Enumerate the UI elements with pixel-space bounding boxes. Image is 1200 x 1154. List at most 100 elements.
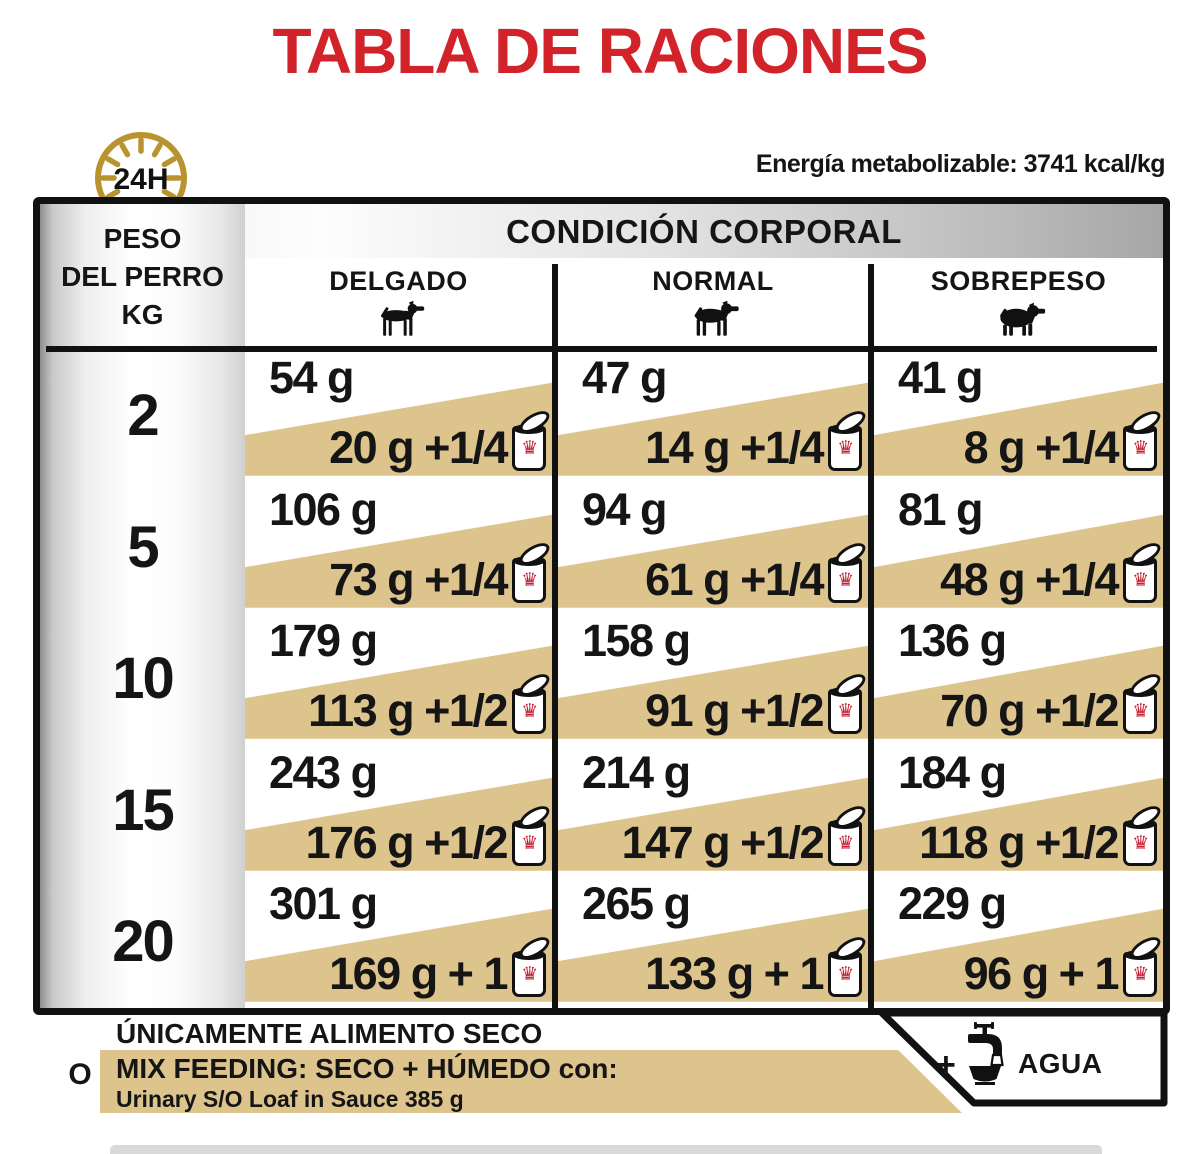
- wet-can-icon: [512, 669, 553, 734]
- ration-cell: 54 g 20 g +1/4: [245, 350, 553, 481]
- mix-ration: 118 g +1/2: [919, 801, 1164, 869]
- dry-ration-value: 265 g: [582, 878, 691, 929]
- wet-can-icon: [512, 538, 553, 603]
- wet-can-icon: [512, 406, 553, 471]
- dry-ration-value: 94 g: [582, 484, 668, 535]
- mix-ration: 133 g + 1: [645, 932, 869, 1000]
- weight-value: 5: [127, 515, 159, 580]
- mix-ration-value: 118 g +1/2: [919, 817, 1119, 868]
- mix-feeding-band: [100, 1050, 962, 1113]
- mix-feeding-title: MIX FEEDING: SECO + HÚMEDO con:: [116, 1053, 618, 1084]
- mix-ration-value: 48 g +1/4: [940, 554, 1119, 605]
- ration-cell: 94 g 61 g +1/4: [558, 482, 869, 613]
- mix-ration: 70 g +1/2: [940, 669, 1164, 737]
- wet-can-icon: [512, 932, 553, 997]
- mix-ration-value: 8 g +1/4: [963, 422, 1120, 473]
- mix-ration-value: 133 g + 1: [645, 948, 824, 999]
- ration-cell: 106 g 73 g +1/4: [245, 482, 553, 613]
- column-header-delgado: DELGADO: [245, 260, 552, 346]
- dry-only-label: ÚNICAMENTE ALIMENTO SECO: [116, 1018, 543, 1049]
- wet-can-icon: [1123, 801, 1164, 866]
- clock-label: 24H: [113, 163, 168, 196]
- ration-cell: 214 g 147 g +1/2: [558, 745, 869, 876]
- wet-can-icon: [828, 538, 869, 603]
- corner-line: KG: [121, 299, 164, 330]
- dry-ration-value: 184 g: [898, 747, 1007, 798]
- mix-ration: 14 g +1/4: [645, 406, 869, 474]
- ration-cell: 243 g 176 g +1/2: [245, 745, 553, 876]
- weight-value: 15: [112, 778, 175, 843]
- dry-ration-value: 301 g: [269, 878, 378, 929]
- dry-ration-value: 54 g: [269, 352, 355, 403]
- mix-ration-value: 70 g +1/2: [940, 685, 1119, 736]
- wet-can-icon: [1123, 406, 1164, 471]
- wet-can-icon: [1123, 932, 1164, 997]
- ration-cell: 41 g 8 g +1/4: [874, 350, 1164, 481]
- cropped-bar: [110, 1145, 1102, 1154]
- ration-cell: 81 g 48 g +1/4: [874, 482, 1164, 613]
- water-callout-shape: [878, 1009, 1168, 1107]
- mix-ration: 176 g +1/2: [305, 801, 553, 869]
- mix-ration: 113 g +1/2: [308, 669, 553, 737]
- dry-ration-value: 243 g: [269, 747, 378, 798]
- ration-cell: 229 g 96 g + 1: [874, 876, 1164, 1007]
- wet-can-icon: [1123, 669, 1164, 734]
- mix-ration-value: 113 g +1/2: [308, 685, 508, 736]
- column-header-sobrepeso: SOBREPESO: [874, 260, 1163, 346]
- dry-ration-value: 106 g: [269, 484, 378, 535]
- mix-ration: 91 g +1/2: [645, 669, 869, 737]
- mix-ration: 61 g +1/4: [645, 538, 869, 606]
- dry-ration-value: 158 g: [582, 615, 691, 666]
- wet-can-icon: [512, 801, 553, 866]
- page-title: TABLA DE RACIONES: [272, 15, 929, 87]
- mix-ration-value: 169 g + 1: [329, 948, 508, 999]
- ration-cell: 265 g 133 g + 1: [558, 876, 869, 1007]
- condition-label: DELGADO: [329, 266, 468, 296]
- dry-ration-value: 136 g: [898, 615, 1007, 666]
- ration-cell: 158 g 91 g +1/2: [558, 613, 869, 744]
- or-label: O: [68, 1058, 92, 1091]
- mix-feeding-detail: Urinary S/O Loaf in Sauce 385 g: [116, 1086, 464, 1112]
- mix-ration-value: 91 g +1/2: [645, 685, 824, 736]
- condition-label: SOBREPESO: [930, 266, 1107, 296]
- mix-ration-value: 14 g +1/4: [645, 422, 824, 473]
- ration-cell: 47 g 14 g +1/4: [558, 350, 869, 481]
- mix-ration: 73 g +1/4: [329, 538, 553, 606]
- overweight-dog-icon: [999, 302, 1045, 336]
- wet-can-icon: [828, 669, 869, 734]
- mix-ration-value: 73 g +1/4: [329, 554, 508, 605]
- dry-ration-value: 229 g: [898, 878, 1007, 929]
- mix-ration: 20 g +1/4: [329, 406, 553, 474]
- normal-dog-icon: [694, 300, 739, 336]
- column-header-normal: NORMAL: [558, 260, 868, 346]
- slim-dog-icon: [380, 300, 424, 336]
- corner-line: DEL PERRO: [61, 261, 224, 292]
- wet-can-icon: [828, 801, 869, 866]
- dry-ration-value: 179 g: [269, 615, 378, 666]
- header-divider: [46, 346, 1157, 352]
- energy-label: Energía metabolizable: 3741 kcal/kg: [755, 150, 1166, 178]
- plus-sign: +: [936, 1046, 956, 1084]
- water-label: AGUA: [1018, 1048, 1103, 1079]
- mix-ration-value: 176 g +1/2: [305, 817, 509, 868]
- mix-ration: 169 g + 1: [329, 932, 553, 1000]
- weight-value: 2: [127, 383, 159, 448]
- corner-line: PESO: [103, 223, 182, 254]
- corner-header: PESO DEL PERRO KG: [40, 220, 245, 334]
- mix-ration-value: 61 g +1/4: [645, 554, 824, 605]
- weight-column-background: [40, 204, 245, 1008]
- ration-cell: 184 g 118 g +1/2: [874, 745, 1164, 876]
- water-faucet-icon: [968, 1022, 1004, 1085]
- dry-ration-value: 214 g: [582, 747, 691, 798]
- wet-can-icon: [828, 406, 869, 471]
- ration-cell: 136 g 70 g +1/2: [874, 613, 1164, 744]
- weight-value: 20: [112, 909, 175, 974]
- mix-ration: 96 g + 1: [964, 932, 1164, 1000]
- weight-value: 10: [112, 646, 175, 711]
- column-divider: [868, 264, 874, 1008]
- column-divider: [552, 264, 558, 1008]
- mix-ration: 48 g +1/4: [940, 538, 1164, 606]
- mix-ration-value: 147 g +1/2: [621, 817, 825, 868]
- mix-ration: 8 g +1/4: [963, 406, 1164, 474]
